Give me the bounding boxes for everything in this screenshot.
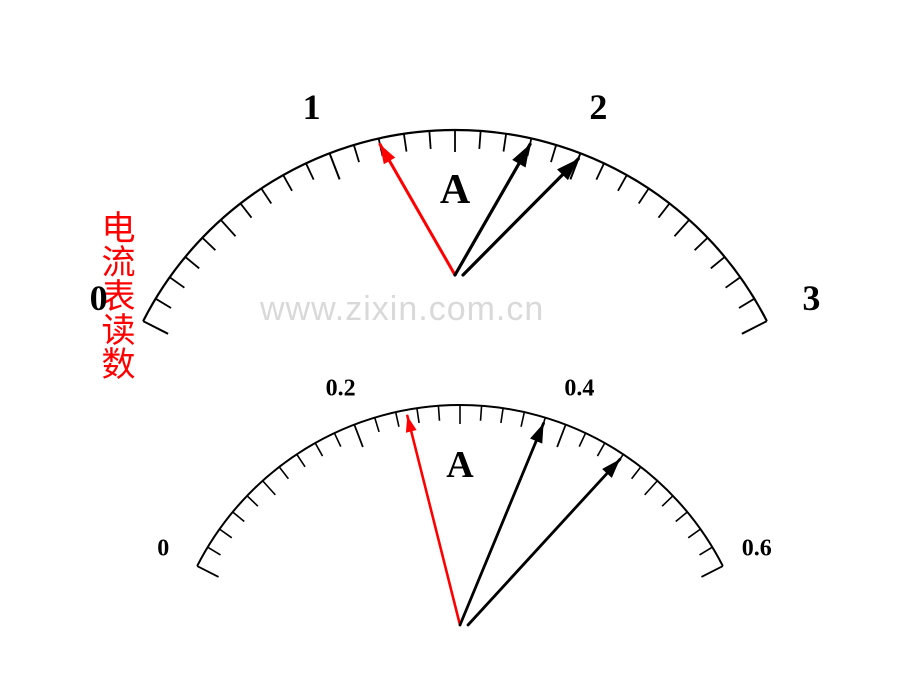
scale-label: 2	[589, 86, 607, 128]
scale-label: 1	[303, 86, 321, 128]
scale-label: 0.2	[326, 376, 356, 403]
unit-label: A	[440, 166, 470, 214]
scale-label: 0.6	[742, 535, 772, 562]
scale-label: 3	[802, 277, 820, 319]
scale-label: 0.4	[564, 376, 594, 403]
unit-label: A	[446, 443, 473, 487]
gauge-canvas	[0, 0, 920, 690]
scale-label: 0	[157, 535, 169, 562]
scale-label: 0	[90, 277, 108, 319]
